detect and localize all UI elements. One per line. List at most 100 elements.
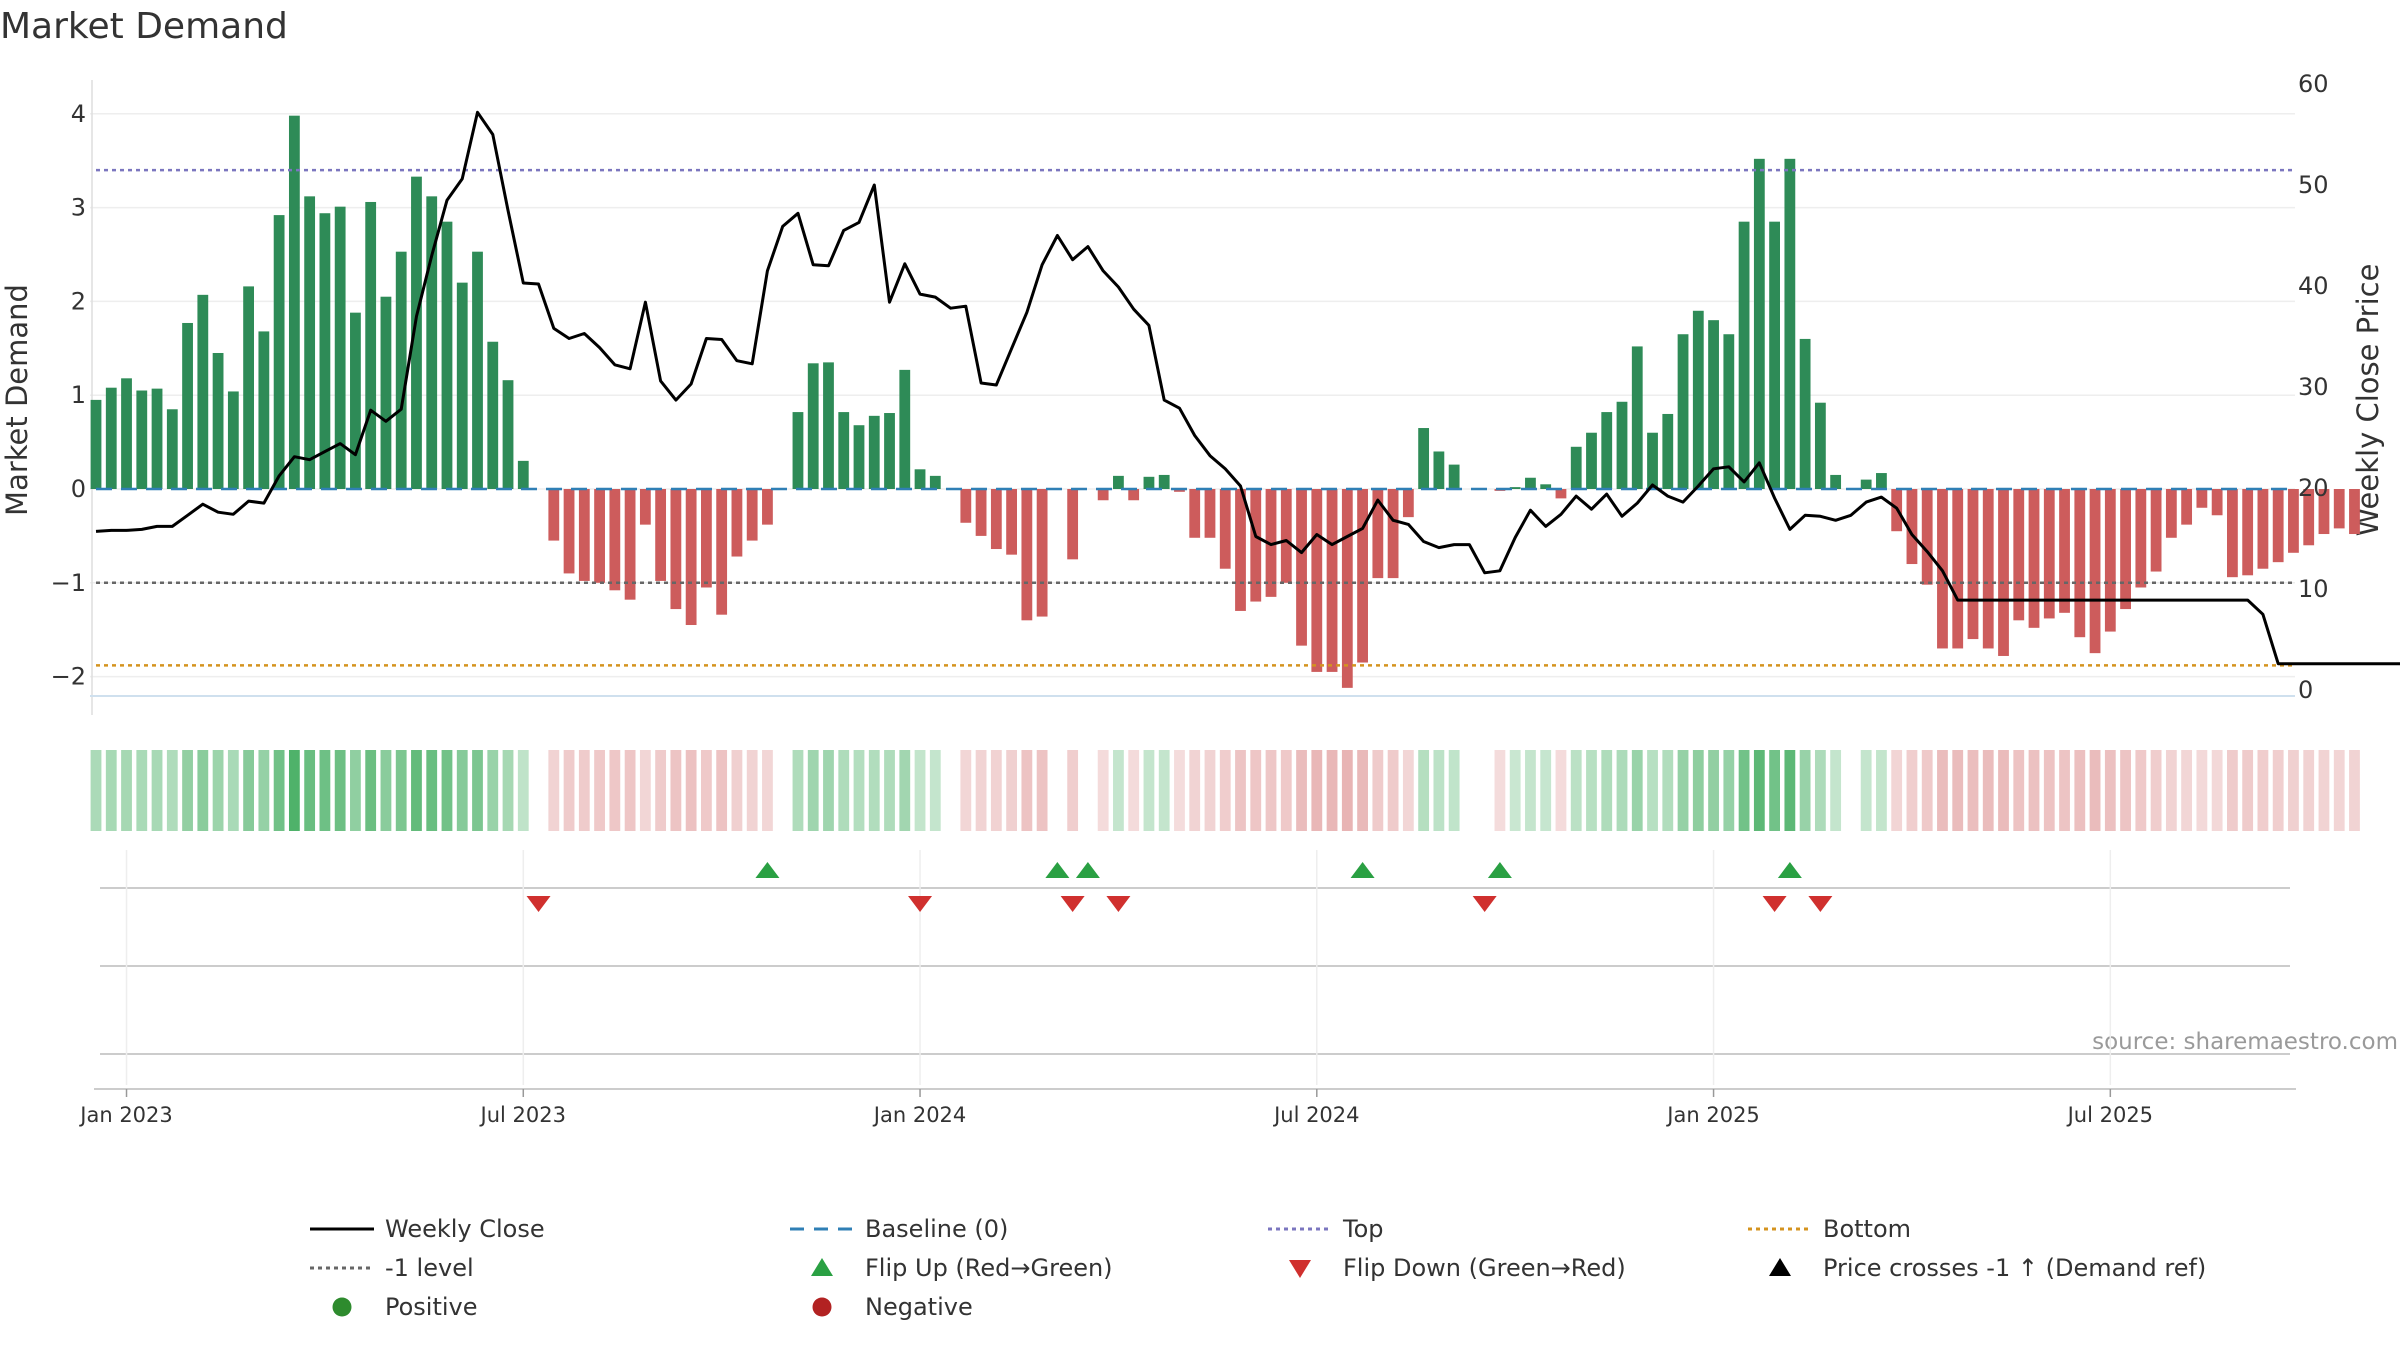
demand-bar	[1830, 474, 1842, 489]
strip-cell	[701, 750, 712, 831]
strip-cell	[639, 750, 651, 831]
demand-bar	[121, 378, 132, 489]
y-tick-label: −1	[51, 569, 86, 597]
strip-cell	[1967, 750, 1979, 831]
flip-up-marker	[1075, 862, 1100, 878]
demand-bar	[2165, 489, 2177, 538]
demand-bar	[2303, 489, 2315, 546]
strip-cell	[990, 750, 1002, 831]
strip-cell	[2196, 750, 2208, 831]
demand-bar	[1235, 489, 1246, 611]
strip-cell	[2120, 750, 2131, 831]
demand-bar	[1174, 489, 1185, 492]
demand-bar	[1586, 432, 1597, 489]
date-axis: Jan 2023 Jul 2023 Jan 2024 Jul 2024 Jan 2025…	[78, 1088, 2296, 1127]
demand-bar	[716, 489, 728, 615]
strip-cell	[2318, 750, 2330, 831]
strip-cell	[1631, 750, 1643, 831]
strip-cell	[807, 750, 819, 831]
demand-bar	[762, 489, 773, 525]
strip-cell	[1311, 750, 1323, 831]
demand-bar	[2135, 489, 2147, 588]
demand-bar	[472, 251, 483, 489]
strip-cell	[655, 750, 667, 831]
demand-bar	[426, 196, 438, 489]
demand-bar	[227, 391, 239, 489]
demand-bar	[2288, 489, 2299, 553]
demand-bar	[273, 215, 285, 489]
strip-cell	[197, 750, 209, 831]
strip-cell	[1326, 750, 1338, 831]
strip-cell	[1830, 750, 1842, 831]
demand-bar	[1738, 221, 1750, 490]
demand-bar	[334, 206, 346, 490]
strip-cell	[975, 750, 987, 831]
demand-bar	[2272, 489, 2284, 563]
strip-cell	[792, 750, 804, 831]
date-tick-label: Jan 2023	[78, 1103, 173, 1127]
demand-bar	[441, 221, 453, 490]
strip-cell	[1876, 750, 1887, 831]
demand-bar	[2059, 489, 2070, 613]
demand-bar	[1311, 489, 1323, 672]
strip-cell	[1937, 750, 1948, 831]
demand-bar	[823, 362, 834, 489]
demand-bar	[517, 460, 529, 489]
demand-bar	[1677, 334, 1689, 489]
strip-cell	[121, 750, 132, 831]
strip-cell	[2242, 750, 2254, 831]
strip-cell	[1402, 750, 1414, 831]
demand-bar	[1372, 489, 1384, 579]
demand-bar	[914, 469, 926, 489]
demand-bar	[1876, 473, 1887, 489]
strip-cell	[1128, 750, 1140, 831]
demand-bar	[960, 489, 972, 523]
strip-cell	[1769, 750, 1780, 831]
strip-cell	[868, 750, 880, 831]
flip-down-marker	[1472, 896, 1497, 912]
flip-up-marker	[1350, 862, 1375, 878]
y2-tick-label: 0	[2298, 676, 2313, 704]
demand-bar	[1814, 402, 1826, 489]
strip-cell	[2257, 750, 2269, 831]
strip-cell	[884, 750, 895, 831]
demand-bar	[1433, 451, 1445, 489]
strip-cell	[1814, 750, 1826, 831]
demand-bar	[1723, 334, 1735, 489]
demand-bar	[578, 489, 590, 581]
demand-bar	[2013, 489, 2025, 621]
flip-down-marker	[1060, 896, 1085, 912]
legend-label: Flip Up (Red→Green)	[865, 1254, 1113, 1282]
demand-bar	[1006, 489, 1017, 555]
strip-cell	[90, 750, 102, 831]
demand-bar	[288, 115, 300, 490]
demand-bar	[670, 489, 682, 610]
y2-tick-label: 30	[2298, 373, 2329, 401]
demand-bar	[380, 296, 392, 489]
demand-bar	[594, 489, 605, 583]
demand-bar	[2196, 489, 2208, 508]
strip-cell	[1525, 750, 1536, 831]
demand-bar	[1158, 474, 1170, 489]
legend-label: Weekly Close	[385, 1215, 545, 1243]
strip-cell	[2227, 750, 2238, 831]
strip-cell	[1753, 750, 1765, 831]
strip-cell	[2028, 750, 2040, 831]
strip-cell	[1494, 750, 1506, 831]
legend-swatch	[1769, 1258, 1791, 1276]
source-note: source: sharemaestro.com	[2092, 1029, 2398, 1055]
demand-bar	[1357, 489, 1368, 663]
y-tick-label: −2	[51, 663, 86, 691]
legend-label: Flip Down (Green→Red)	[1343, 1254, 1626, 1282]
demand-color-strip	[90, 750, 2360, 831]
strip-cell	[1174, 750, 1185, 831]
strip-cell	[1586, 750, 1597, 831]
demand-bar	[548, 489, 560, 541]
demand-bar	[1402, 489, 1414, 518]
strip-cell	[212, 750, 224, 831]
legend-label: Baseline (0)	[865, 1215, 1008, 1243]
demand-bar	[1570, 446, 1582, 489]
demand-bar	[1021, 489, 1033, 621]
strip-cell	[1952, 750, 1964, 831]
demand-bar	[258, 331, 270, 489]
